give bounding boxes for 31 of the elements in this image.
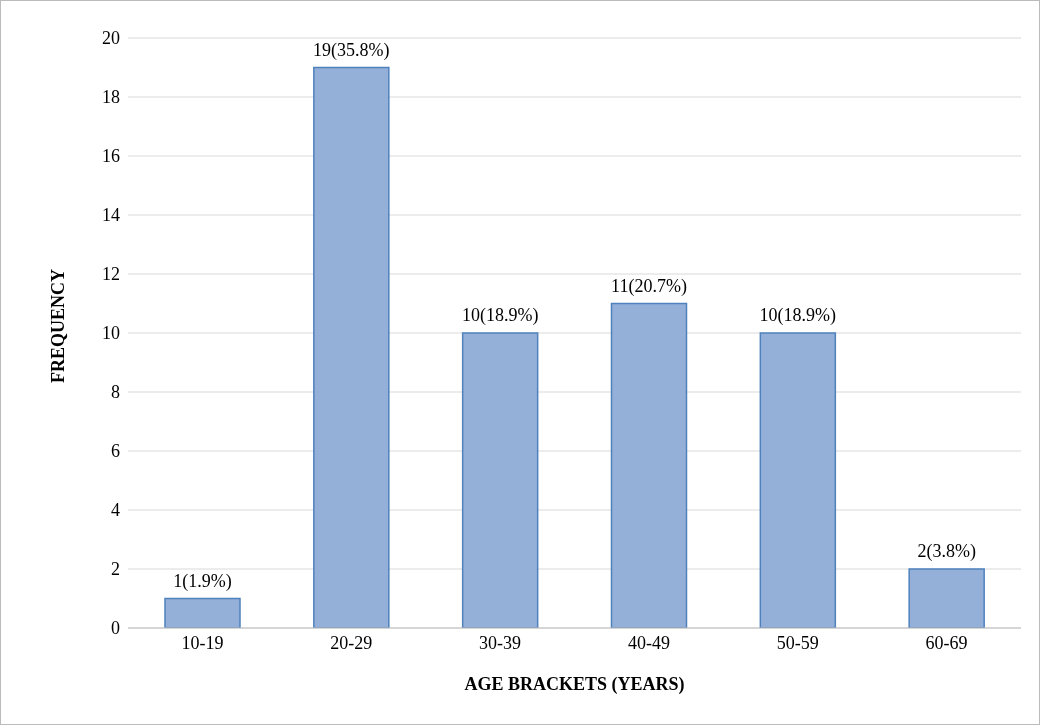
bar	[164, 597, 241, 628]
y-tick-label: 10	[102, 323, 120, 344]
y-tick-label: 0	[111, 618, 120, 639]
x-tick-label: 30-39	[479, 632, 522, 653]
data-label: 19(35.8%)	[313, 39, 390, 61]
x-tick-label: 60-69	[925, 632, 968, 653]
x-tick-label: 50-59	[776, 632, 819, 653]
bar	[313, 66, 390, 628]
x-tick-label: 20-29	[330, 632, 373, 653]
y-tick-label: 14	[102, 205, 120, 226]
data-label: 11(20.7%)	[611, 275, 687, 297]
data-label: 2(3.8%)	[917, 541, 976, 562]
bar	[908, 568, 985, 628]
data-label: 10(18.9%)	[461, 305, 539, 326]
bar	[759, 332, 837, 628]
y-tick-label: 16	[102, 146, 120, 167]
y-tick-label: 8	[111, 382, 120, 403]
x-tick-label: 10-19	[181, 632, 224, 653]
y-tick-label: 4	[111, 500, 120, 521]
y-tick-label: 6	[111, 441, 120, 462]
y-tick-label: 12	[102, 264, 120, 285]
y-tick-label: 18	[102, 87, 120, 108]
data-label: 10(18.9%)	[759, 305, 837, 326]
bar	[610, 302, 688, 628]
bar	[461, 332, 539, 628]
y-tick-label: 2	[111, 559, 120, 580]
y-tick-label: 20	[102, 28, 120, 49]
x-axis-title: AGE BRACKETS (YEARS)	[464, 674, 685, 695]
x-tick-label: 40-49	[627, 632, 670, 653]
data-label: 1(1.9%)	[173, 570, 232, 592]
y-axis-title: FREQUENCY	[48, 268, 69, 383]
